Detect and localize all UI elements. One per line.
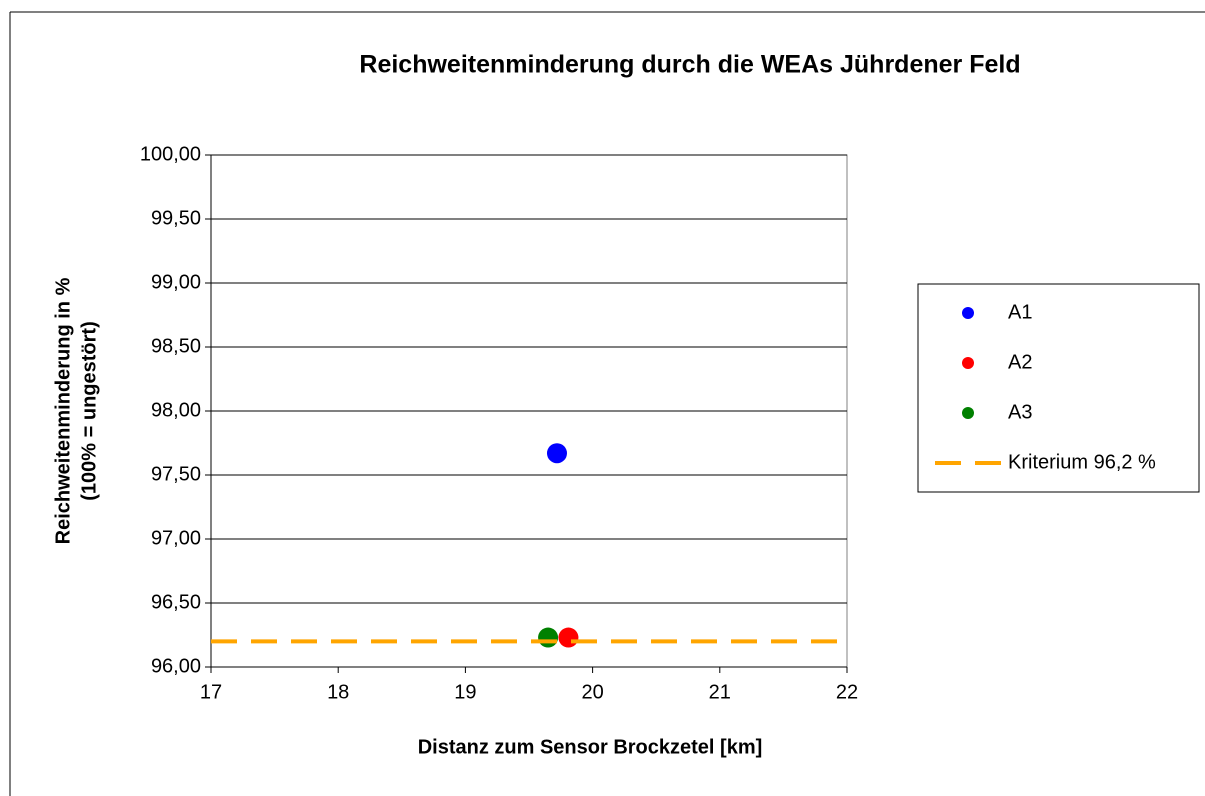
x-tick-label: 22: [836, 681, 858, 703]
legend-swatch: [962, 407, 974, 419]
y-axis-label: (100% = ungestört): [78, 321, 100, 500]
legend-label: A1: [1008, 301, 1032, 323]
x-axis-label: Distanz zum Sensor Brockzetel [km]: [418, 736, 763, 758]
y-tick-label: 96,50: [151, 591, 201, 613]
y-axis-label: Reichweitenminderung in %: [52, 277, 74, 544]
legend-label: A2: [1008, 351, 1032, 373]
y-tick-label: 99,00: [151, 271, 201, 293]
y-tick-label: 100,00: [140, 143, 201, 165]
chart-title: Reichweitenminderung durch die WEAs Jühr…: [359, 51, 1020, 79]
y-tick-label: 99,50: [151, 207, 201, 229]
point: [538, 627, 559, 648]
x-tick-label: 20: [581, 681, 603, 703]
legend-box: [917, 283, 1200, 493]
y-tick-label: 98,50: [151, 335, 201, 357]
x-tick-label: 17: [200, 681, 222, 703]
y-tick-label: 97,00: [151, 527, 201, 549]
legend-swatch: [962, 307, 974, 319]
y-tick-label: 98,00: [151, 399, 201, 421]
x-tick-label: 18: [327, 681, 349, 703]
point: [546, 443, 567, 464]
legend-label: A3: [1008, 401, 1032, 423]
legend-swatch: [962, 357, 974, 369]
x-tick-label: 21: [709, 681, 731, 703]
legend-label: Kriterium 96,2 %: [1008, 451, 1156, 473]
x-tick-label: 19: [454, 681, 476, 703]
point: [558, 627, 579, 648]
y-tick-label: 96,00: [151, 655, 201, 677]
y-tick-label: 97,50: [151, 463, 201, 485]
